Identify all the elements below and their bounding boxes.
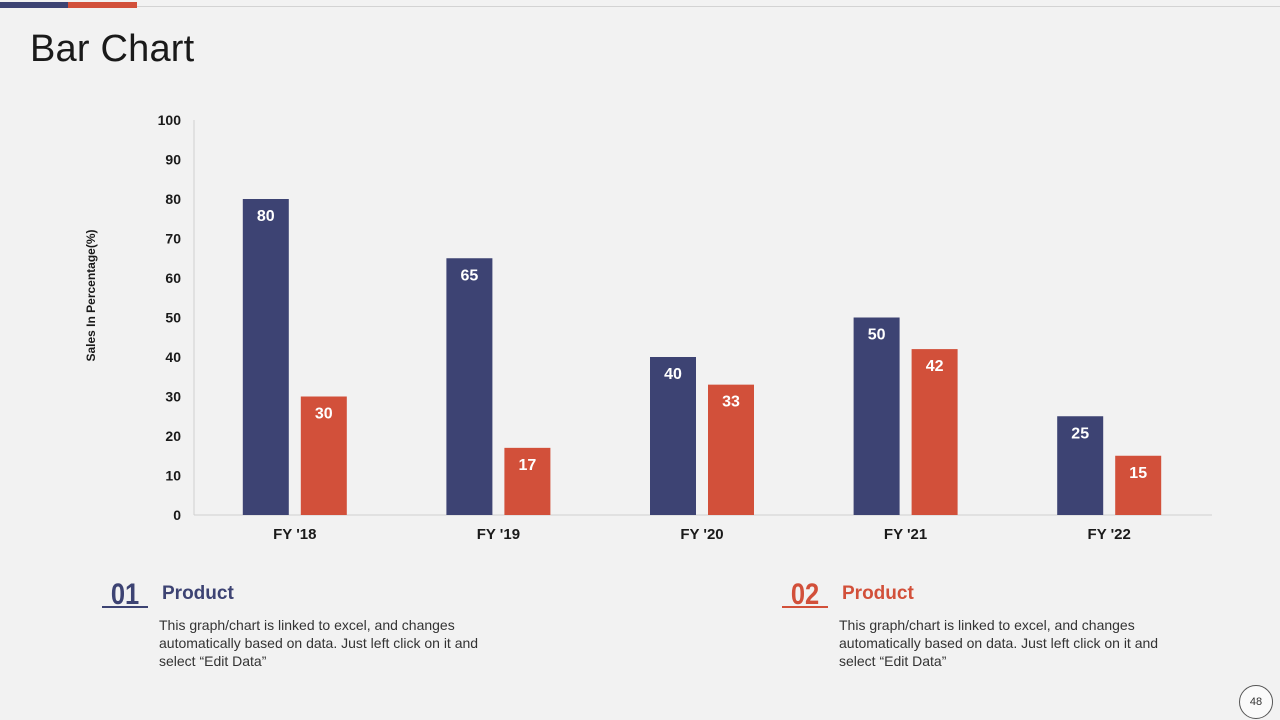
bar-1 — [650, 357, 696, 515]
x-tick-label: FY '20 — [680, 526, 723, 543]
legend-description: This graph/chart is linked to excel, and… — [839, 617, 1159, 669]
bar-2 — [1115, 455, 1162, 515]
bar-2 — [504, 447, 551, 515]
x-tick-label: FY '21 — [884, 526, 927, 543]
y-tick-label: 10 — [165, 468, 181, 484]
y-tick-label: 30 — [165, 389, 181, 405]
header-rule — [0, 6, 1280, 7]
y-tick-label: 90 — [165, 152, 181, 168]
legend-number: 01 — [110, 578, 140, 611]
bar-2 — [300, 396, 347, 515]
legend-label: Product — [842, 583, 914, 604]
x-tick-label: FY '18 — [273, 526, 316, 543]
bar-value-label: 33 — [722, 394, 740, 411]
y-tick-label: 40 — [165, 349, 181, 365]
y-tick-label: 20 — [165, 428, 181, 444]
bar-value-label: 15 — [1129, 465, 1147, 482]
legend-description: This graph/chart is linked to excel, and… — [159, 617, 479, 669]
bar-value-label: 50 — [868, 327, 886, 344]
bar-2 — [708, 384, 754, 515]
legend-underline — [102, 606, 148, 608]
page-number: 48 — [1239, 685, 1273, 719]
bar-2 — [911, 349, 958, 515]
y-tick-label: 80 — [165, 191, 181, 207]
bar-1 — [1057, 416, 1104, 515]
x-tick-label: FY '22 — [1088, 526, 1131, 543]
header-accent-orange — [68, 2, 137, 8]
bar-value-label: 65 — [461, 267, 479, 284]
y-tick-label: 50 — [165, 310, 181, 326]
bar-value-label: 30 — [315, 406, 333, 423]
x-tick-label: FY '19 — [477, 526, 520, 543]
header-accent-blue — [0, 2, 68, 8]
bar-value-label: 40 — [664, 366, 682, 383]
bar-value-label: 80 — [257, 208, 275, 225]
legend-label: Product — [162, 583, 234, 604]
bar-1 — [446, 258, 493, 515]
bar-value-label: 42 — [926, 358, 944, 375]
y-tick-label: 60 — [165, 270, 181, 286]
slide-title: Bar Chart — [30, 28, 195, 70]
legend-number: 02 — [790, 578, 820, 611]
y-tick-label: 70 — [165, 231, 181, 247]
legend-underline — [782, 606, 828, 608]
bar-value-label: 17 — [519, 457, 537, 474]
bar-1 — [242, 199, 289, 515]
y-axis-title: Sales In Percentage(%) — [84, 229, 98, 361]
bar-value-label: 25 — [1071, 425, 1089, 442]
y-tick-label: 0 — [173, 507, 181, 523]
y-tick-label: 100 — [158, 112, 182, 128]
bar-1 — [853, 317, 900, 515]
